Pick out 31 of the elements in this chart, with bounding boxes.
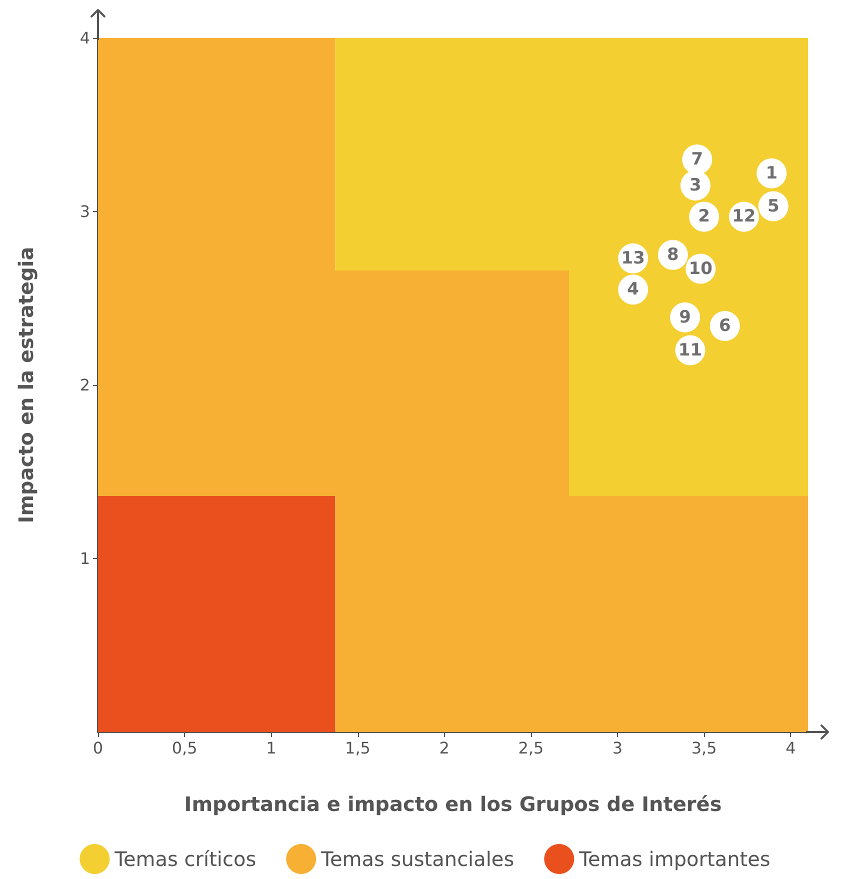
y-tick-label: 4 [80,28,90,48]
y-axis-title: Impacto en la estrategia [14,246,38,524]
y-tick-label: 2 [80,376,90,394]
annotation: 13 [621,248,645,268]
x-tick-label: 0,5 [172,738,198,758]
annotation: 9 [679,307,691,328]
annotation: 7 [691,149,704,170]
annotation: 6 [718,316,731,336]
annotation: 10 [688,258,713,279]
x-tick-label: 3,5 [691,738,717,758]
legend-label: Temas críticos [114,847,256,871]
x-tick-label: 3 [612,738,623,758]
annotation: 4 [627,280,640,300]
x-tick-label: 1,5 [345,738,370,758]
y-tick-label: 3 [80,202,90,221]
annotation: 12 [732,206,756,227]
annotation: 1 [766,163,778,184]
annotation: 11 [678,340,702,360]
legend-label: Temas sustanciales [320,847,514,871]
x-tick-label: 2,5 [518,738,544,758]
annotation: 8 [667,244,679,265]
x-tick-label: 4 [786,738,796,758]
x-axis-title: Importancia e impacto en los Grupos de Interés [184,792,722,816]
annotation: 3 [690,175,702,196]
annotation: 2 [698,206,710,227]
legend-label: Temas importantes [578,847,770,871]
annotation: 5 [767,196,780,216]
x-tick-label: 1 [266,738,276,758]
y-tick-label: 1 [80,549,90,568]
x-tick-label: 2 [439,738,450,758]
x-tick-label: 0 [92,738,104,758]
